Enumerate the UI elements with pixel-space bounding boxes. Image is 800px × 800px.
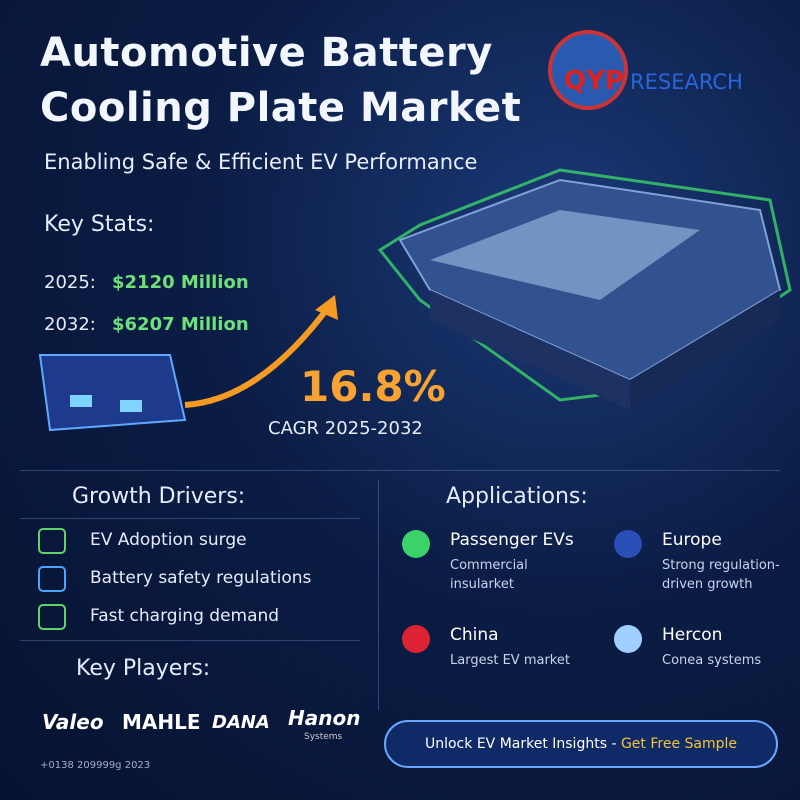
icon bbox=[38, 566, 66, 592]
card-title: China bbox=[450, 625, 499, 645]
card-title: Hercon bbox=[662, 625, 723, 645]
cagr-label: CAGR 2025-2032 bbox=[268, 418, 423, 439]
card-icon bbox=[614, 530, 642, 558]
stat-year: 2032: bbox=[44, 314, 96, 335]
title: Automotive Battery bbox=[40, 30, 493, 76]
driver: Battery safety regulations bbox=[90, 568, 312, 588]
heading: Growth Drivers: bbox=[72, 484, 246, 509]
card-text: Strong regulation- bbox=[662, 558, 780, 573]
stat-year: 2025: bbox=[44, 272, 96, 293]
card-title: Passenger EVs bbox=[450, 530, 574, 550]
heading: Key Players: bbox=[76, 656, 211, 681]
card-text: Largest EV market bbox=[450, 653, 570, 668]
brand: Valeo bbox=[42, 710, 104, 734]
driver: EV Adoption surge bbox=[90, 530, 247, 550]
brand: MAHLE bbox=[122, 710, 201, 734]
heading: Applications: bbox=[446, 484, 588, 509]
cta-text: Unlock EV Market Insights - bbox=[424, 736, 621, 752]
subtitle: Enabling Safe & Efficient EV Performance bbox=[44, 150, 478, 174]
cagr-value: 16.8% bbox=[300, 362, 446, 411]
stat-value: $2120 Million bbox=[112, 272, 249, 293]
card-text: Commercial bbox=[450, 558, 528, 573]
driver: Fast charging demand bbox=[90, 606, 280, 626]
icon bbox=[38, 528, 66, 554]
card-icon bbox=[614, 625, 642, 653]
footer: +0138 209999g 2023 bbox=[40, 760, 151, 771]
brand-sub: Systems bbox=[304, 732, 343, 742]
logo-word: RESEARCH bbox=[630, 70, 743, 94]
card-title: Europe bbox=[662, 530, 722, 550]
card-text: driven growth bbox=[662, 577, 753, 592]
title: Cooling Plate Market bbox=[40, 85, 522, 131]
card-icon bbox=[402, 530, 430, 558]
cta-highlight: Get Free Sample bbox=[620, 736, 738, 752]
card-text: Conea systems bbox=[662, 653, 762, 668]
heading: Key Stats: bbox=[44, 212, 155, 237]
brand: Hanon bbox=[288, 706, 361, 730]
card-text: insularket bbox=[450, 577, 514, 592]
logo-mark: QYP bbox=[564, 66, 624, 96]
brand: DANA bbox=[212, 712, 270, 733]
cta-button[interactable]: Unlock EV Market Insights - Get Free Sam… bbox=[384, 720, 778, 768]
stat-value: $6207 Million bbox=[112, 314, 249, 335]
card-icon bbox=[402, 625, 430, 653]
icon bbox=[38, 604, 66, 630]
